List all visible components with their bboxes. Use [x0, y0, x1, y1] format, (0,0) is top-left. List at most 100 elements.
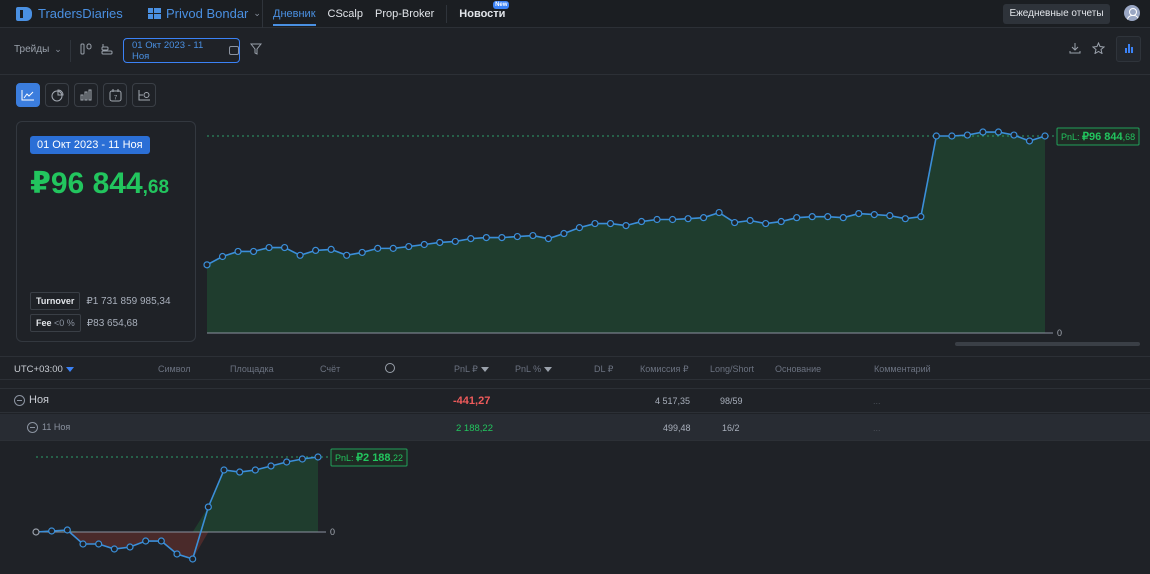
fee-stat: Fee <0 % ₽83 654,68: [30, 314, 138, 332]
nav-news-label: Новости: [459, 8, 506, 20]
fee-label: Fee <0 %: [30, 314, 81, 332]
fee-percent: <0 %: [54, 318, 75, 328]
col-comment[interactable]: Комментарий: [874, 364, 931, 374]
toolbar-divider: [70, 40, 71, 62]
day-pnl: 2 188,22: [456, 423, 493, 434]
col-pnl-percent-label: PnL %: [515, 364, 542, 374]
svg-text:PnL: ₽96 844,68: PnL: ₽96 844,68: [1061, 131, 1135, 143]
line-chart-tab[interactable]: [16, 83, 40, 107]
chevron-down-icon: ⌄: [54, 44, 62, 54]
caret-down-icon: [544, 367, 553, 373]
col-pnl-label: PnL ₽: [454, 364, 478, 374]
timezone-value: UTC+03:00: [14, 364, 63, 375]
bar-chart-icon: [80, 89, 91, 101]
month-long-short: 98/59: [720, 396, 743, 406]
month-label: Ноя: [29, 394, 50, 406]
table-row-day[interactable]: 11 Ноя 2 188,22 499,48 16/2 ...: [0, 414, 1150, 441]
pnl-summary-card: 01 Окт 2023 - 11 Ноя ₽96 844,68 Turnover…: [16, 121, 196, 342]
column-toggle-icon[interactable]: [80, 43, 93, 58]
calendar-icon: [229, 46, 239, 55]
pie-chart-tab[interactable]: [45, 83, 69, 107]
svg-text:0: 0: [1057, 328, 1062, 338]
table-row-month[interactable]: Ноя -441,27 4 517,35 98/59 ...: [0, 388, 1150, 413]
trades-dropdown[interactable]: Трейды ⌄: [14, 44, 62, 55]
nav-diary[interactable]: Дневник: [273, 0, 316, 28]
cumulative-pnl-chart[interactable]: 0 PnL: ₽96 844,68: [200, 120, 1150, 355]
month-group[interactable]: Ноя: [14, 394, 49, 406]
intraday-pnl-chart[interactable]: 0 PnL: ₽2 188,22: [20, 445, 450, 570]
pie-chart-icon: [51, 88, 64, 101]
day-comment[interactable]: ...: [873, 423, 881, 433]
turnover-stat: Turnover ₽1 731 859 985,34: [30, 292, 171, 310]
filter-icon[interactable]: [249, 43, 263, 58]
turnover-value: ₽1 731 859 985,34: [86, 295, 171, 307]
col-pnl[interactable]: PnL ₽: [454, 364, 489, 375]
col-long-short[interactable]: Long/Short: [710, 364, 755, 374]
col-reason[interactable]: Основание: [775, 364, 822, 374]
chart-scrollbar[interactable]: [955, 342, 1140, 346]
col-commission[interactable]: Комиссия ₽: [640, 364, 689, 374]
chart-view-tabs: 7: [16, 83, 156, 107]
timezone-selector[interactable]: UTC+03:00: [14, 364, 74, 375]
month-pnl: -441,27: [453, 395, 491, 407]
account-selector[interactable]: Privod Bondar ⌄: [148, 6, 261, 21]
svg-text:PnL: ₽2 188,22: PnL: ₽2 188,22: [335, 452, 403, 464]
nav-news[interactable]: Новости New: [459, 0, 510, 28]
day-long-short: 16/2: [722, 423, 740, 433]
brand-logo[interactable]: TradersDiaries: [16, 6, 123, 21]
turnover-label: Turnover: [30, 292, 81, 310]
day-commission: 499,48: [663, 423, 691, 433]
calendar-tab[interactable]: 7: [103, 83, 127, 107]
trades-label: Трейды: [14, 44, 50, 55]
period-badge: 01 Окт 2023 - 11 Ноя: [30, 136, 150, 154]
download-icon[interactable]: [1069, 42, 1081, 57]
main-nav: Дневник CScalp Prop-Broker Новости New: [262, 0, 510, 28]
caret-down-icon: [480, 367, 489, 373]
day-group[interactable]: 11 Ноя: [27, 422, 71, 434]
col-symbol[interactable]: Символ: [158, 364, 191, 374]
calendar-icon: 7: [109, 88, 121, 101]
collapse-icon[interactable]: [14, 394, 25, 406]
total-pnl-decimal: ,68: [142, 177, 170, 198]
toolbar: Трейды ⌄ 01 Окт 2023 - 11 Ноя: [0, 28, 1150, 75]
total-pnl: ₽96 844,68: [30, 166, 169, 201]
row-layout-icon[interactable]: [101, 43, 113, 58]
col-pnl-percent[interactable]: PnL %: [515, 364, 553, 374]
dashboard-icon: [148, 8, 161, 19]
month-commission: 4 517,35: [655, 396, 691, 406]
bar-chart-toggle-icon[interactable]: [1116, 36, 1141, 62]
nav-prop-broker[interactable]: Prop-Broker: [375, 8, 435, 20]
day-label: 11 Ноя: [42, 422, 71, 432]
col-time[interactable]: [385, 363, 395, 375]
daily-reports-button[interactable]: Ежедневные отчеты: [1003, 4, 1110, 24]
collapse-icon[interactable]: [27, 422, 38, 434]
date-range-value: 01 Окт 2023 - 11 Ноя: [132, 39, 204, 62]
line-chart-icon: [21, 90, 34, 101]
new-badge: New: [493, 1, 510, 9]
total-pnl-integer: ₽96 844: [30, 167, 143, 200]
axis-chart-icon: [138, 90, 150, 101]
month-comment[interactable]: ...: [873, 396, 881, 406]
axis-chart-tab[interactable]: [132, 83, 156, 107]
col-dl[interactable]: DL ₽: [594, 364, 614, 374]
caret-down-icon: [65, 366, 74, 372]
clock-icon: [385, 363, 395, 373]
fee-value: ₽83 654,68: [86, 317, 138, 329]
bar-chart-tab[interactable]: [74, 83, 98, 107]
nav-cscalp[interactable]: CScalp: [327, 8, 363, 20]
col-venue[interactable]: Площадка: [230, 364, 274, 374]
table-header: UTC+03:00 Символ Площадка Счёт PnL ₽ PnL…: [0, 356, 1150, 380]
col-account[interactable]: Счёт: [320, 364, 341, 374]
user-avatar-icon[interactable]: [1124, 5, 1140, 21]
star-icon[interactable]: [1091, 41, 1106, 57]
nav-divider: [446, 5, 448, 23]
svg-text:0: 0: [330, 527, 335, 537]
account-name: Privod Bondar: [166, 6, 249, 21]
svg-text:7: 7: [113, 95, 117, 101]
date-range-picker[interactable]: 01 Окт 2023 - 11 Ноя: [123, 38, 240, 63]
chevron-down-icon: ⌄: [253, 8, 261, 18]
fee-label-text: Fee: [36, 318, 52, 328]
brand-name: TradersDiaries: [38, 6, 123, 21]
top-bar: TradersDiaries Privod Bondar ⌄ Дневник C…: [0, 0, 1150, 28]
td-logo-icon: [16, 6, 32, 21]
